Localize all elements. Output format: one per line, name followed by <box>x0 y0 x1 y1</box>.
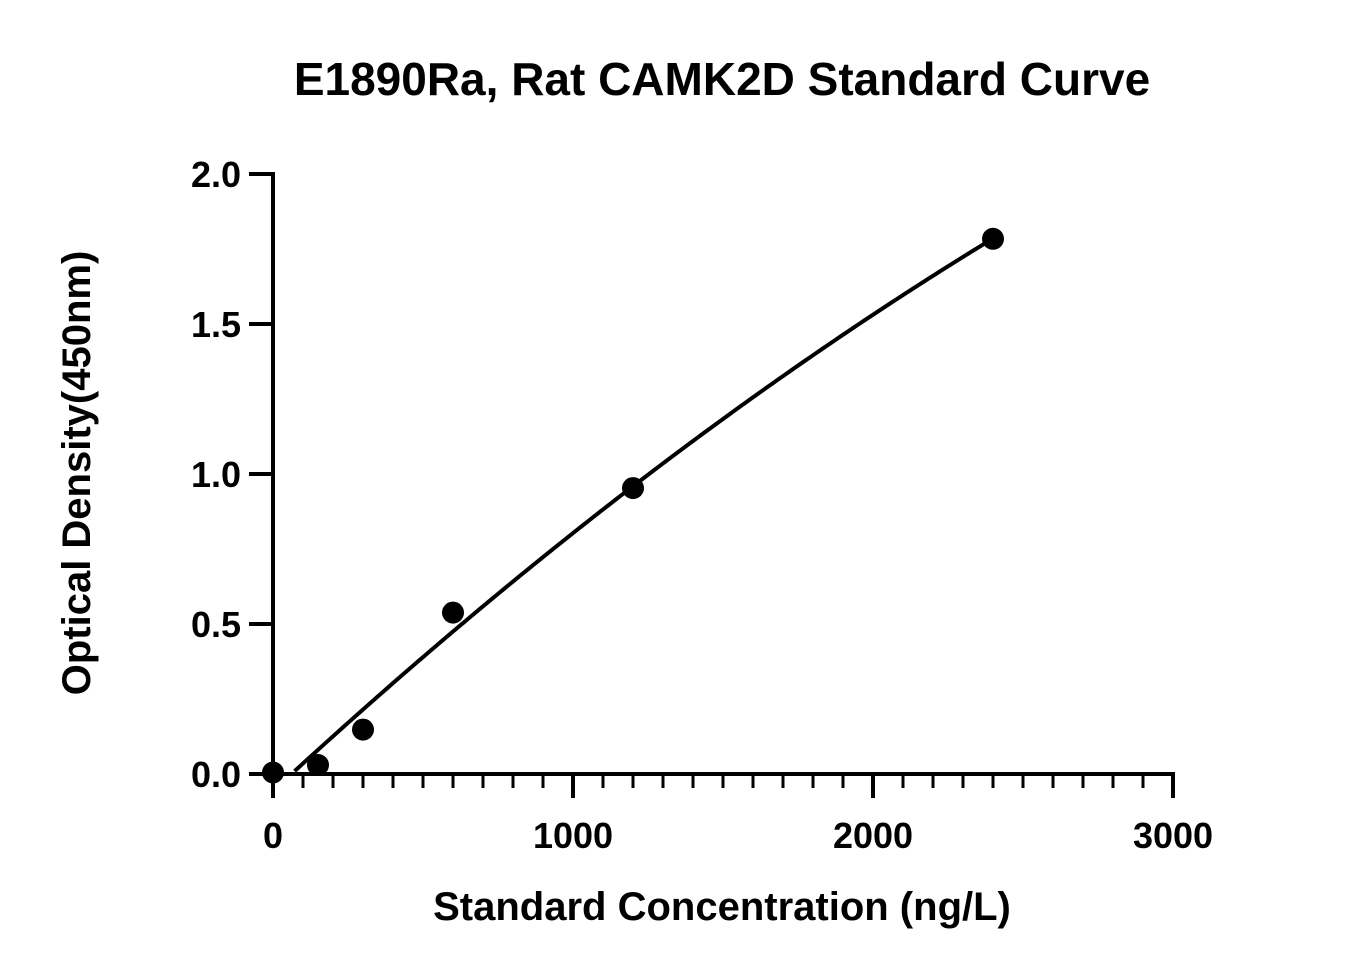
x-axis-label: Standard Concentration (ng/L) <box>433 885 1011 929</box>
y-tick-label-2: 1.0 <box>191 454 241 495</box>
axes <box>271 172 1175 776</box>
tick-labels: 0.0 0.5 1.0 1.5 2.0 0 1000 2000 3000 <box>191 154 1213 856</box>
data-point-3 <box>442 601 464 624</box>
data-point-5 <box>982 227 1004 250</box>
x-tick-label-1: 1000 <box>533 815 613 856</box>
fit-curve <box>293 236 995 773</box>
data-point-0 <box>262 761 284 784</box>
data-point-1 <box>307 754 329 776</box>
y-axis-label: Optical Density(450nm) <box>55 251 99 696</box>
data-point-4 <box>622 477 644 500</box>
y-tick-label-4: 2.0 <box>191 154 241 195</box>
y-tick-label-0: 0.0 <box>191 754 241 795</box>
x-tick-label-2: 2000 <box>833 815 913 856</box>
y-tick-label-3: 1.5 <box>191 304 241 345</box>
data-points <box>262 227 1004 784</box>
x-tick-label-0: 0 <box>263 815 283 856</box>
x-tick-label-3: 3000 <box>1133 815 1213 856</box>
tick-marks <box>249 172 1175 798</box>
data-point-2 <box>352 718 374 741</box>
chart-title: E1890Ra, Rat CAMK2D Standard Curve <box>294 53 1150 105</box>
y-tick-label-1: 0.5 <box>191 604 241 645</box>
